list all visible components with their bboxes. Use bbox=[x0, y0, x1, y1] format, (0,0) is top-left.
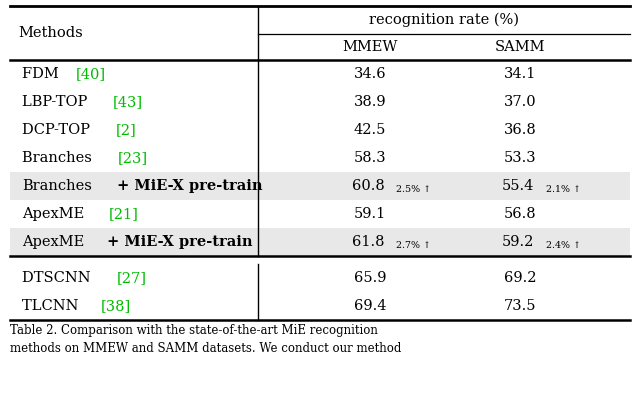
Text: + MiE-X pre-train: + MiE-X pre-train bbox=[102, 235, 253, 249]
Text: MMEW: MMEW bbox=[342, 40, 397, 54]
Text: LBP-TOP: LBP-TOP bbox=[22, 95, 92, 109]
Text: [21]: [21] bbox=[108, 207, 138, 221]
Bar bbox=[10, 228, 630, 256]
Text: 60.8: 60.8 bbox=[352, 179, 385, 193]
Text: 36.8: 36.8 bbox=[504, 123, 536, 137]
Text: [23]: [23] bbox=[118, 151, 148, 165]
Text: ApexME: ApexME bbox=[22, 235, 84, 249]
Text: 2.4% ↑: 2.4% ↑ bbox=[546, 240, 580, 250]
Text: 34.6: 34.6 bbox=[354, 67, 387, 81]
Text: [43]: [43] bbox=[113, 95, 143, 109]
Text: 73.5: 73.5 bbox=[504, 299, 536, 313]
Text: 37.0: 37.0 bbox=[504, 95, 536, 109]
Text: SAMM: SAMM bbox=[495, 40, 545, 54]
Text: 69.4: 69.4 bbox=[354, 299, 387, 313]
Text: Branches: Branches bbox=[22, 151, 97, 165]
Text: 34.1: 34.1 bbox=[504, 67, 536, 81]
Text: DCP-TOP: DCP-TOP bbox=[22, 123, 95, 137]
Text: [27]: [27] bbox=[116, 271, 147, 285]
Text: FDM: FDM bbox=[22, 67, 63, 81]
Text: TLCNN: TLCNN bbox=[22, 299, 83, 313]
Text: 42.5: 42.5 bbox=[354, 123, 386, 137]
Text: 59.1: 59.1 bbox=[354, 207, 386, 221]
Text: ApexME: ApexME bbox=[22, 207, 89, 221]
Text: Methods: Methods bbox=[18, 26, 83, 40]
Text: 59.2: 59.2 bbox=[502, 235, 534, 249]
Text: [40]: [40] bbox=[76, 67, 106, 81]
Text: 65.9: 65.9 bbox=[354, 271, 387, 285]
Text: 2.7% ↑: 2.7% ↑ bbox=[396, 240, 431, 250]
Text: + MiE-X pre-train: + MiE-X pre-train bbox=[112, 179, 262, 193]
Text: 61.8: 61.8 bbox=[352, 235, 385, 249]
Text: 55.4: 55.4 bbox=[502, 179, 534, 193]
Text: 53.3: 53.3 bbox=[504, 151, 536, 165]
Text: 56.8: 56.8 bbox=[504, 207, 536, 221]
Text: recognition rate (%): recognition rate (%) bbox=[369, 13, 519, 27]
Text: 69.2: 69.2 bbox=[504, 271, 536, 285]
Text: 2.1% ↑: 2.1% ↑ bbox=[546, 184, 580, 193]
Text: 2.5% ↑: 2.5% ↑ bbox=[396, 184, 431, 193]
Text: Table 2. Comparison with the state-of-the-art MiE recognition
methods on MMEW an: Table 2. Comparison with the state-of-th… bbox=[10, 324, 401, 355]
Text: 38.9: 38.9 bbox=[354, 95, 387, 109]
Text: DTSCNN: DTSCNN bbox=[22, 271, 95, 285]
Text: 58.3: 58.3 bbox=[354, 151, 387, 165]
Text: Branches: Branches bbox=[22, 179, 92, 193]
Bar bbox=[10, 172, 630, 200]
Text: [2]: [2] bbox=[116, 123, 136, 137]
Text: [38]: [38] bbox=[101, 299, 131, 313]
